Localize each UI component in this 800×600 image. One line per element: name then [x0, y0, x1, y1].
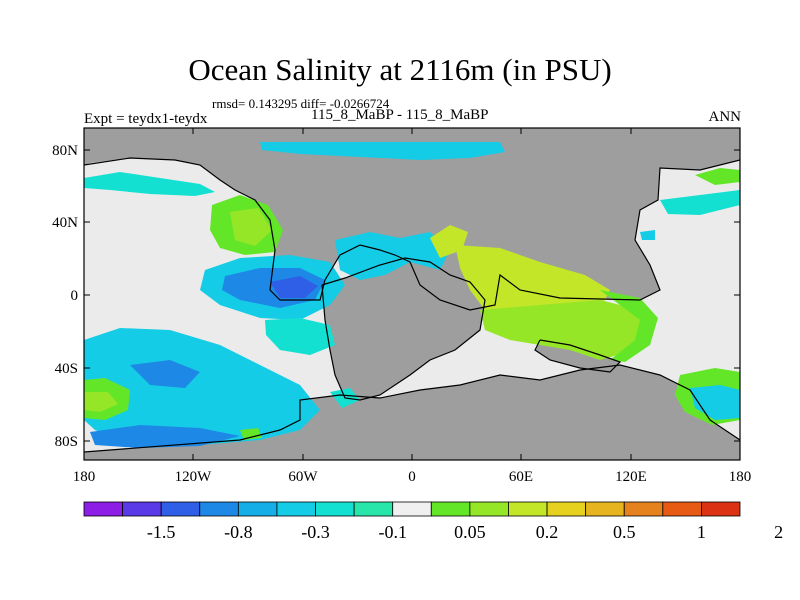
colorbar-swatch	[315, 501, 355, 517]
colorbar-label: 0.05	[454, 522, 486, 542]
anomaly-cyan-atl	[335, 232, 450, 280]
anomaly-green-indian	[480, 300, 650, 360]
colorbar-label: 1	[697, 522, 706, 542]
land-mass-central	[322, 258, 485, 400]
lon-axis: 180 120W 60W 0 60E 120E 180	[73, 128, 752, 485]
colorbar-label: -0.1	[378, 522, 407, 542]
colorbar-label: -0.8	[224, 522, 253, 542]
land-mass-aus	[535, 340, 620, 372]
anomaly-green-south	[240, 428, 262, 440]
colorbar-swatch	[353, 501, 394, 517]
colorbar-swatch	[83, 501, 123, 517]
colorbar-label: 0.5	[613, 522, 636, 542]
lon-tick-label: 120E	[615, 469, 647, 485]
colorbar-swatch	[701, 501, 741, 517]
anomaly-yellow-indian	[455, 245, 610, 318]
anomaly-teal-eqpac	[265, 318, 335, 355]
colorbar-label: -1.5	[147, 522, 176, 542]
season-label: ANN	[708, 109, 742, 125]
lat-tick-label: 40N	[52, 215, 78, 231]
lon-tick-label: 60W	[288, 469, 318, 485]
coastlines	[84, 157, 740, 453]
lat-tick-label: 80S	[55, 434, 78, 450]
experiment-label: Expt = teydx1-teydx	[84, 111, 208, 127]
colorbar-swatch	[662, 501, 702, 517]
anomaly-cyan-se	[690, 385, 740, 420]
lon-tick-label: 180	[73, 469, 96, 485]
anomaly-cyan-northpac	[260, 142, 505, 160]
map-field	[84, 128, 740, 460]
colorbar-swatch	[199, 501, 239, 517]
colorbar-swatch	[430, 501, 471, 517]
anomaly-cyan-spac	[84, 328, 320, 445]
stats-line: rmsd= 0.143295 diff= -0.0266724	[212, 96, 390, 111]
colorbar-swatch	[276, 501, 316, 517]
anomaly-teal-nw	[84, 172, 215, 196]
anomaly-blue-spac	[130, 360, 200, 388]
plot-title: Ocean Salinity at 2116m (in PSU)	[188, 52, 612, 87]
colorbar-label: -0.3	[301, 522, 330, 542]
lon-tick-label: 120W	[175, 469, 213, 485]
land-mass-south	[84, 365, 740, 460]
colorbar-swatch	[122, 501, 162, 517]
anomaly-small-cyan-pac	[640, 230, 655, 240]
anomaly-blue-southocean	[90, 425, 240, 448]
colorbar-swatch	[585, 501, 625, 517]
lat-tick-label: 40S	[55, 361, 78, 377]
anomaly-lightgreen-indian	[600, 290, 658, 362]
anomaly-darkblue-eqpac	[270, 276, 318, 298]
lat-axis: 80N 40N 0 40S 80S	[52, 143, 740, 450]
lat-tick-label: 80N	[52, 143, 78, 159]
land-mass	[84, 128, 740, 310]
colorbar: -1.5 -0.8 -0.3 -0.1 0.05 0.2 0.5 1 2	[83, 501, 783, 542]
colorbar-swatch	[546, 501, 587, 517]
colorbar-swatch	[623, 501, 664, 517]
anomaly-yellowgreen-npac	[230, 208, 272, 246]
colorbar-swatch	[392, 501, 432, 517]
colorbar-label: 2	[774, 522, 783, 542]
colorbar-swatch	[508, 501, 548, 517]
lon-tick-label: 0	[408, 469, 416, 485]
anomaly-teal-ne	[660, 190, 740, 215]
colorbar-label: 0.2	[536, 522, 559, 542]
anomaly-yellowgreen-sw	[84, 392, 118, 412]
lon-tick-label: 180	[729, 469, 752, 485]
colorbar-swatch	[237, 501, 278, 517]
anomaly-green-ne	[695, 168, 740, 185]
colorbar-swatch	[469, 501, 509, 517]
lon-tick-label: 60E	[509, 469, 533, 485]
lat-tick-label: 0	[71, 288, 79, 304]
case-label: 115_8_MaBP - 115_8_MaBP	[311, 107, 489, 123]
colorbar-swatch	[160, 501, 201, 517]
